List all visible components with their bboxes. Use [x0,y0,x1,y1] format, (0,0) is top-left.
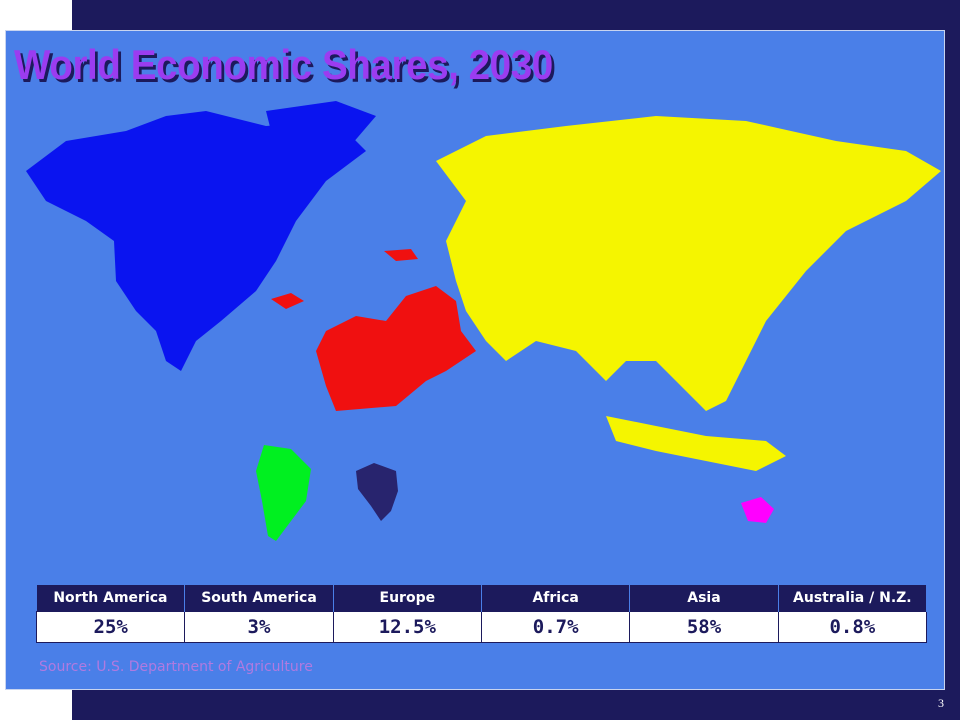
africa [356,463,398,521]
share-value: 0.7% [480,611,631,643]
share-value: 0.8% [777,611,928,643]
share-value: 3% [184,611,334,643]
column-header: Asia [629,585,779,612]
asia [436,116,941,411]
australia [741,497,774,523]
svalbard [384,249,418,261]
share-value: 25% [35,611,186,643]
share-value: 58% [629,611,779,643]
page-number: 3 [938,696,944,710]
south-america [256,445,311,541]
header-row: North America South America Europe Africa As… [36,585,928,612]
shares-table: North America South America Europe Africa As… [35,585,928,643]
north-america [26,111,366,371]
source-note: Source: U.S. Department of Agriculture [39,659,313,675]
europe [316,286,476,411]
column-header: Africa [481,585,631,612]
share-value: 12.5% [332,611,482,643]
column-header: Europe [333,585,482,612]
column-header: Australia / N.Z. [778,585,928,612]
column-header: North America [36,585,186,612]
iceland [271,293,304,309]
value-row: 25% 3% 12.5% 0.7% 58% 0.8% [35,611,928,643]
column-header: South America [184,585,334,612]
slide-title: World Economic Shares, 2030 [14,41,553,88]
southeast-asia [606,416,786,471]
map-panel: World Economic Shares, 2030 North Americ… [5,30,945,690]
world-map [26,101,941,541]
greenland [266,101,376,196]
